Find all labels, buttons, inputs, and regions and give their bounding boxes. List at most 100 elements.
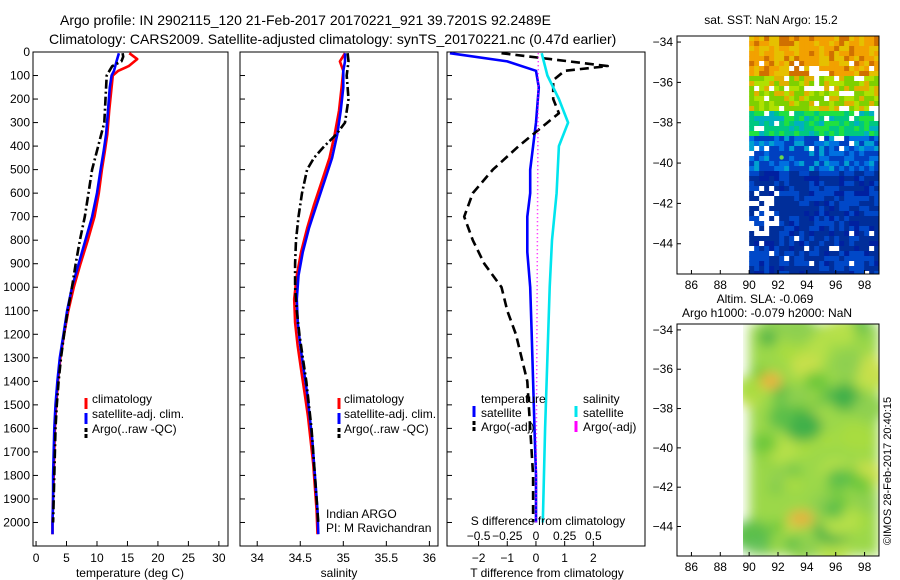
x-tick-label: 20 [151,551,165,565]
sst-cell [854,221,860,227]
sla-map: Altim. SLA: -0.069 Argo h1000: -0.079 h2… [653,292,880,574]
sst-cell [814,71,820,77]
sst-cell [874,176,879,182]
sst-cell [749,101,755,107]
sst-cell [809,186,815,192]
sst-cell [799,146,805,152]
sst-cell [804,201,810,207]
sst-cell [859,261,865,267]
sst-cell [769,266,775,272]
sst-cell [804,156,810,162]
sst-cell [824,76,830,82]
sst-cell [824,221,830,227]
sst-cell [759,216,765,222]
sst-cell [849,226,855,232]
sst-cell [789,251,795,257]
sst-cell [769,91,775,97]
sst-cell [749,136,755,142]
sst-cell [839,71,845,77]
sst-cell [854,86,860,92]
sla-blob [784,475,804,491]
sst-cell [869,86,875,92]
sst-cell [799,161,805,167]
sst-cell [829,246,835,252]
sst-cell [769,56,775,62]
sst-cell [809,251,815,257]
sst-cell [869,126,875,132]
sla-map-subtitle: Argo h1000: -0.079 h2000: NaN [682,306,852,320]
sst-cell [864,171,870,177]
sst-cell [774,181,780,187]
sst-cell [829,191,835,197]
sst-cell [774,96,780,102]
sst-cell [869,41,875,47]
sst-cell [854,186,860,192]
sst-cell [784,221,790,227]
sst-cell [854,211,860,217]
sst-cell [784,231,790,237]
sst-cell [814,101,820,107]
sst-cell [759,241,765,247]
sst-cell [784,206,790,212]
s-difference-xlabel: S difference from climatology [471,514,626,528]
sst-cell [844,151,850,157]
sst-cell [869,191,875,197]
sst-cell [784,261,790,267]
sst-cell [764,141,770,147]
sst-cell [804,251,810,257]
sst-cell [869,261,875,267]
sst-cell [834,41,840,47]
sst-cell [844,131,850,137]
sst-cell [779,196,785,202]
sst-cell [824,166,830,172]
sst-cell [839,191,845,197]
sst-cell [754,271,760,274]
sst-cell [819,191,825,197]
sst-cell [849,221,855,227]
sst-cell [869,106,875,112]
sst-cell [749,146,755,152]
sst-cell [849,46,855,52]
sst-cell [859,71,865,77]
sst-cell [854,176,860,182]
sst-cell [784,71,790,77]
sst-cell [774,136,780,142]
sst-cell [844,156,850,162]
sst-cell [874,221,879,227]
sst-cell [754,166,760,172]
sst-cell [854,246,860,252]
sst-cell [784,101,790,107]
sst-cell [824,246,830,252]
sst-cell [754,211,760,217]
sst-cell [864,211,870,217]
sst-cell [834,216,840,222]
sst-cell [874,66,879,72]
sst-cell [794,111,800,117]
sst-cell [794,161,800,167]
sst-cell [864,226,870,232]
sst-cell [774,251,780,257]
sst-cell [859,206,865,212]
sst-cell [794,131,800,137]
sst-cell [769,71,775,77]
sst-cell [839,96,845,102]
sst-cell [824,71,830,77]
sst-cell [819,181,825,187]
map-x-tick-label: 96 [829,560,843,574]
sst-cell [759,166,765,172]
sst-cell [854,76,860,82]
sst-cell [749,46,755,52]
sst-cell [759,106,765,112]
sst-cell [854,166,860,172]
sst-cell [844,106,850,112]
sst-cell [769,211,775,217]
sla-blob [803,371,829,392]
sst-cell [779,206,785,212]
sst-cell [844,246,850,252]
sst-cell [754,51,760,57]
sst-cell [799,231,805,237]
sst-cell [759,81,765,87]
sst-cell [849,251,855,257]
map-y-tick-label: −34 [653,35,674,49]
sst-cell [869,96,875,102]
